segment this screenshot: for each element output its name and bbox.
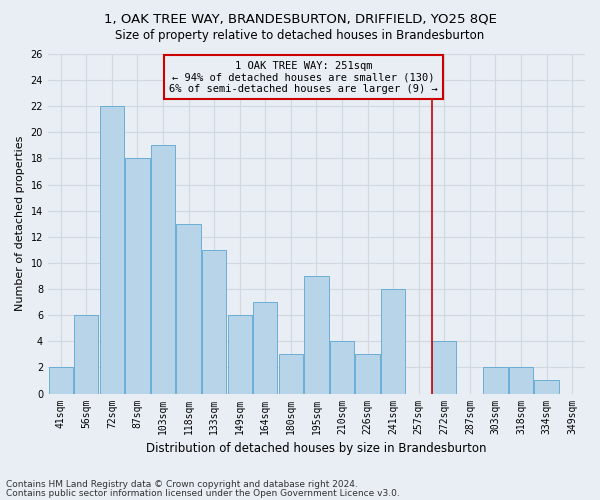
Bar xyxy=(253,302,277,394)
Bar xyxy=(202,250,226,394)
Y-axis label: Number of detached properties: Number of detached properties xyxy=(15,136,25,312)
Bar xyxy=(125,158,149,394)
Bar xyxy=(49,368,73,394)
Bar xyxy=(151,146,175,394)
Text: 1, OAK TREE WAY, BRANDESBURTON, DRIFFIELD, YO25 8QE: 1, OAK TREE WAY, BRANDESBURTON, DRIFFIEL… xyxy=(104,12,496,26)
Text: Contains public sector information licensed under the Open Government Licence v3: Contains public sector information licen… xyxy=(6,489,400,498)
Bar xyxy=(355,354,380,394)
Bar xyxy=(100,106,124,394)
Text: 1 OAK TREE WAY: 251sqm
← 94% of detached houses are smaller (130)
6% of semi-det: 1 OAK TREE WAY: 251sqm ← 94% of detached… xyxy=(169,60,438,94)
Bar xyxy=(304,276,329,394)
Bar xyxy=(484,368,508,394)
Bar xyxy=(509,368,533,394)
X-axis label: Distribution of detached houses by size in Brandesburton: Distribution of detached houses by size … xyxy=(146,442,487,455)
Bar xyxy=(279,354,303,394)
Bar xyxy=(432,342,457,394)
Text: Size of property relative to detached houses in Brandesburton: Size of property relative to detached ho… xyxy=(115,29,485,42)
Text: Contains HM Land Registry data © Crown copyright and database right 2024.: Contains HM Land Registry data © Crown c… xyxy=(6,480,358,489)
Bar xyxy=(74,315,98,394)
Bar xyxy=(227,315,252,394)
Bar xyxy=(535,380,559,394)
Bar xyxy=(330,342,354,394)
Bar xyxy=(176,224,201,394)
Bar xyxy=(381,289,406,394)
